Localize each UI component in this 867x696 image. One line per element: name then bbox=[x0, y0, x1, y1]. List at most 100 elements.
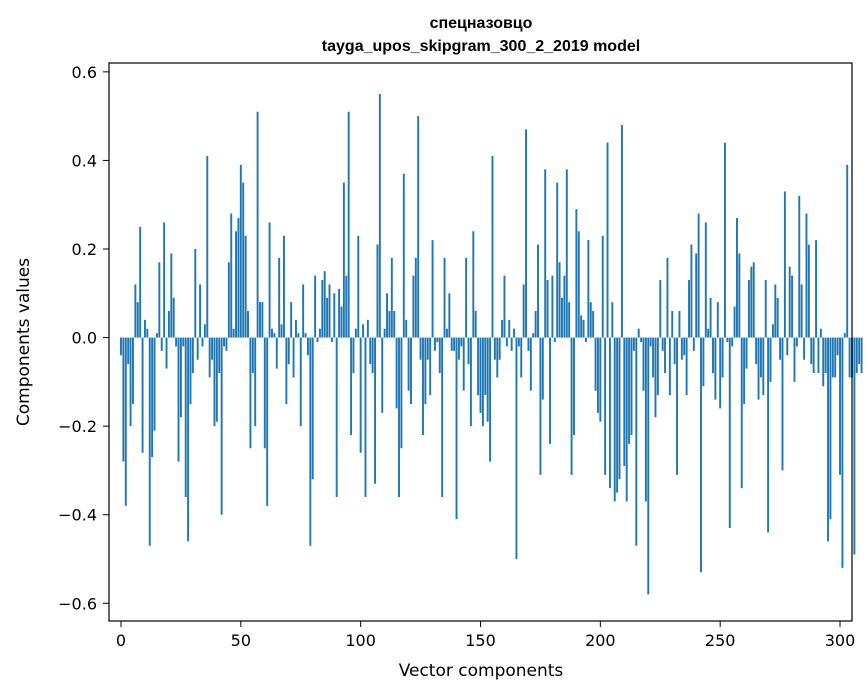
bar bbox=[522, 284, 525, 338]
bar bbox=[647, 337, 650, 595]
bar bbox=[798, 195, 801, 338]
y-axis: −0.6 −0.4 −0.2 0.0 0.2 0.4 0.6 bbox=[58, 63, 109, 613]
bar bbox=[414, 257, 417, 338]
bar bbox=[299, 337, 302, 427]
bar bbox=[388, 311, 391, 338]
bar bbox=[544, 169, 547, 338]
bar bbox=[357, 235, 360, 338]
bar bbox=[791, 275, 794, 338]
bar bbox=[563, 275, 566, 338]
bar bbox=[496, 337, 499, 378]
bar bbox=[611, 302, 614, 338]
bar bbox=[378, 94, 381, 338]
bar bbox=[465, 257, 468, 338]
bar bbox=[810, 337, 813, 365]
bar bbox=[774, 284, 777, 338]
bar bbox=[558, 262, 561, 338]
bar bbox=[752, 262, 755, 338]
bar bbox=[860, 337, 863, 373]
bar bbox=[199, 284, 202, 338]
bar bbox=[541, 337, 544, 400]
bar bbox=[817, 337, 820, 373]
bar bbox=[273, 333, 276, 338]
bar bbox=[783, 191, 786, 338]
bar bbox=[532, 333, 535, 338]
bar bbox=[129, 337, 132, 427]
bar bbox=[225, 337, 228, 351]
bar bbox=[843, 333, 846, 338]
bar bbox=[604, 337, 607, 475]
bar bbox=[211, 337, 214, 360]
bar bbox=[668, 337, 671, 396]
bar bbox=[776, 297, 779, 338]
bar bbox=[477, 337, 480, 396]
bar bbox=[170, 253, 173, 338]
bar bbox=[640, 337, 643, 342]
bar bbox=[649, 337, 652, 347]
bar bbox=[848, 337, 851, 378]
bar bbox=[508, 319, 511, 338]
bar bbox=[829, 337, 832, 520]
bar bbox=[565, 169, 568, 338]
bar bbox=[551, 275, 554, 338]
bar bbox=[767, 337, 770, 533]
bar bbox=[726, 337, 729, 342]
bar bbox=[184, 337, 187, 497]
bar bbox=[285, 337, 288, 404]
y-tick-label: −0.6 bbox=[58, 594, 97, 613]
bar bbox=[846, 164, 849, 338]
bar bbox=[410, 337, 412, 404]
bar bbox=[429, 337, 432, 396]
bar bbox=[505, 337, 508, 347]
bar bbox=[398, 337, 400, 497]
bar bbox=[124, 337, 127, 506]
bar bbox=[750, 266, 753, 338]
bar bbox=[304, 333, 307, 338]
bar bbox=[335, 337, 338, 497]
bar bbox=[724, 142, 726, 338]
bar bbox=[141, 337, 144, 453]
bar bbox=[155, 333, 158, 338]
bar bbox=[759, 337, 762, 378]
bar bbox=[148, 337, 151, 546]
bar bbox=[249, 337, 252, 449]
bar bbox=[582, 319, 585, 338]
bar bbox=[841, 337, 844, 568]
bar bbox=[292, 337, 295, 378]
bar bbox=[239, 164, 242, 338]
bar bbox=[235, 231, 237, 338]
bar bbox=[290, 302, 293, 338]
bar bbox=[347, 111, 350, 338]
bar bbox=[338, 288, 341, 338]
bar bbox=[678, 311, 681, 338]
bar bbox=[132, 337, 134, 404]
bar bbox=[795, 337, 798, 347]
bar bbox=[625, 337, 628, 502]
bar bbox=[707, 328, 710, 338]
bar bbox=[747, 280, 750, 338]
bar bbox=[728, 337, 731, 528]
bar bbox=[525, 129, 527, 338]
bar bbox=[422, 337, 424, 435]
bar bbox=[302, 284, 305, 338]
bar bbox=[223, 337, 226, 347]
bar bbox=[755, 337, 758, 365]
bar bbox=[283, 235, 285, 338]
bar bbox=[800, 284, 803, 338]
bar bbox=[314, 275, 317, 338]
bar bbox=[764, 280, 767, 338]
x-tick-label: 50 bbox=[231, 631, 251, 650]
y-tick-label: 0.6 bbox=[72, 63, 97, 82]
bar bbox=[275, 337, 278, 369]
bar bbox=[395, 337, 398, 409]
bar bbox=[340, 306, 343, 338]
bar bbox=[268, 222, 271, 338]
bar bbox=[762, 337, 765, 396]
bar bbox=[489, 337, 492, 462]
bar bbox=[771, 324, 774, 338]
bar bbox=[596, 337, 599, 413]
bar bbox=[704, 222, 707, 338]
bar bbox=[120, 337, 122, 356]
bar bbox=[431, 240, 434, 338]
bar bbox=[654, 337, 657, 418]
